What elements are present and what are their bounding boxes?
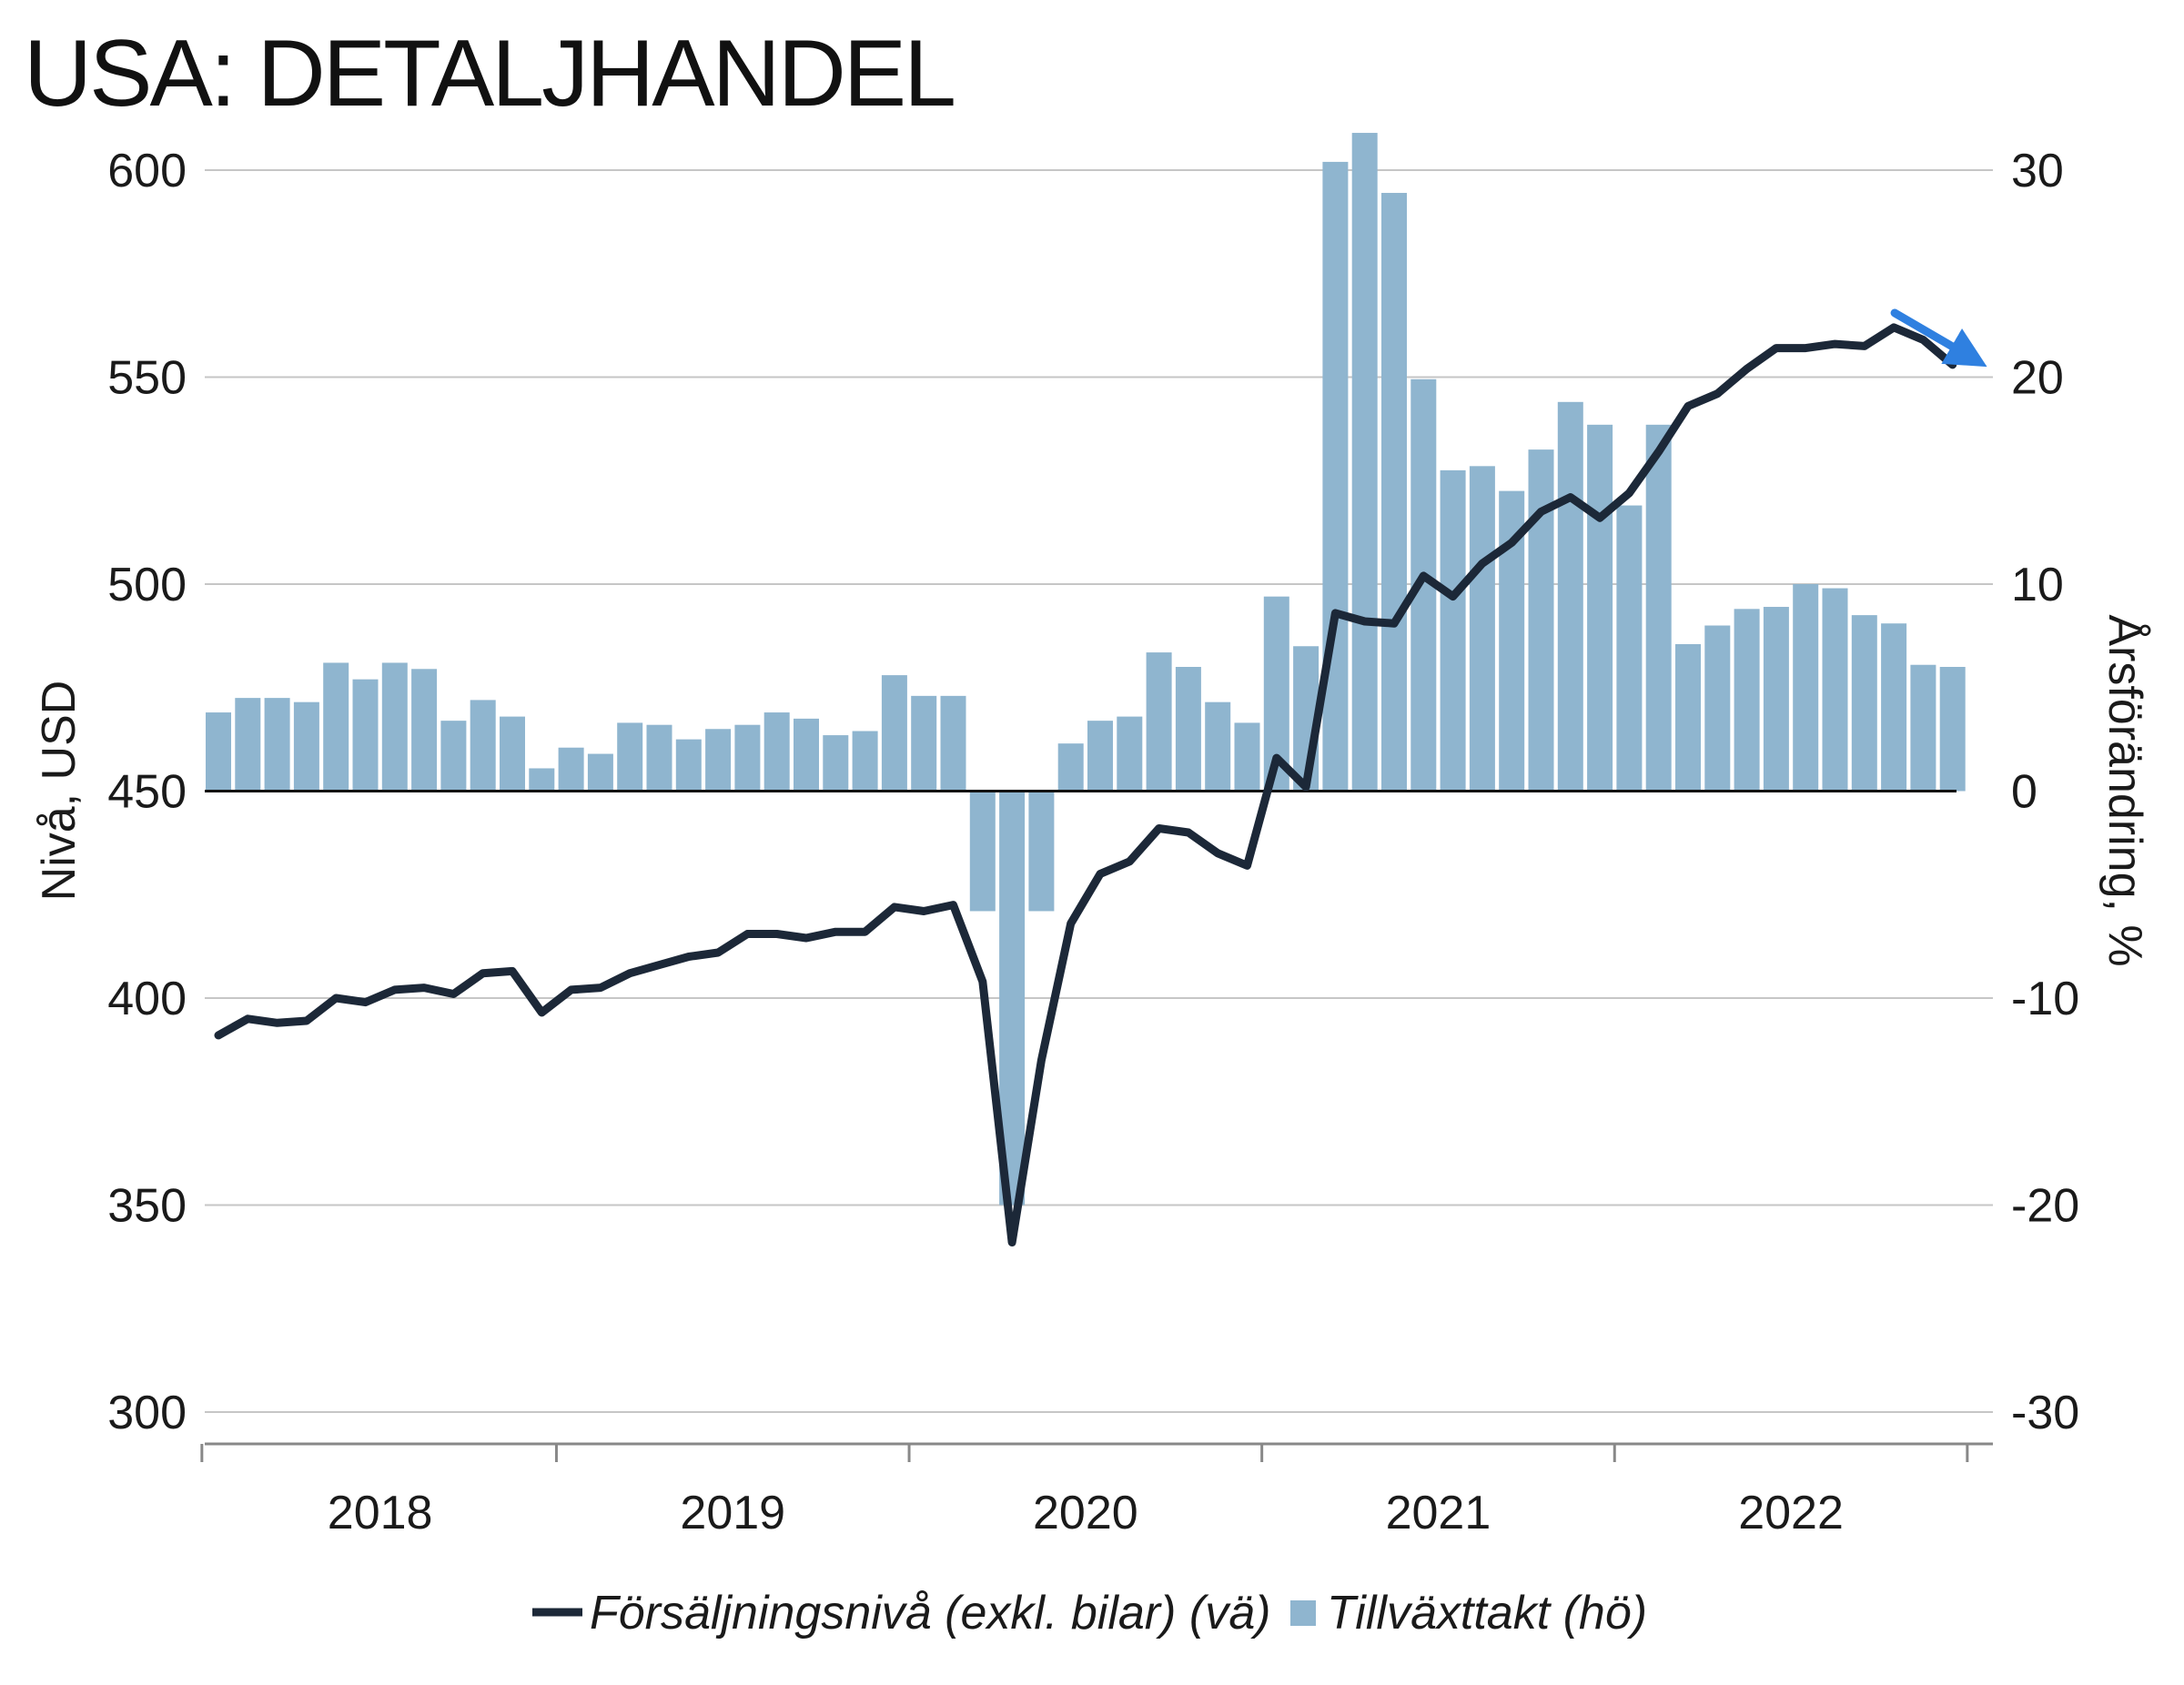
- right-tick-label: -20: [2011, 1180, 2079, 1233]
- growth-bar: [323, 662, 349, 792]
- growth-bar: [1734, 609, 1760, 792]
- right-tick-label: 10: [2011, 559, 2064, 611]
- left-tick-label: 300: [107, 1387, 187, 1439]
- growth-bar: [1881, 623, 1907, 792]
- annotation-layer: [1890, 308, 1987, 368]
- right-tick-label: 30: [2011, 145, 2064, 197]
- growth-bar: [823, 735, 849, 792]
- x-tick-label: 2018: [328, 1487, 433, 1539]
- growth-bar: [1440, 469, 1466, 792]
- growth-bar: [763, 712, 790, 792]
- growth-bar: [734, 724, 761, 792]
- grid-layer: [205, 169, 1993, 1413]
- right-tick-label: -30: [2011, 1387, 2079, 1439]
- growth-bar: [1205, 701, 1231, 792]
- right-tick-label: 20: [2011, 352, 2064, 405]
- left-tick-label: 450: [107, 766, 187, 819]
- right-axis-title: Årsförändring, %: [2098, 614, 2151, 966]
- growth-bar: [1351, 133, 1378, 792]
- growth-bar: [235, 698, 261, 792]
- growth-bar: [1381, 193, 1407, 792]
- growth-bar: [1704, 625, 1731, 792]
- growth-bar: [440, 721, 467, 792]
- growth-bar: [293, 701, 319, 792]
- left-axis-title: Nivå, USD: [33, 681, 86, 902]
- growth-bar: [1322, 161, 1349, 792]
- growth-bar: [1645, 424, 1672, 792]
- line-layer: [214, 323, 1957, 1246]
- axis-layer: 600 550 500 450 400 350 300 30 20 10 0 -10 -20 -30 201…: [107, 145, 2079, 1539]
- growth-bar: [352, 679, 379, 792]
- growth-bar: [617, 722, 643, 792]
- growth-bar: [1146, 652, 1172, 792]
- growth-bar: [969, 791, 996, 912]
- growth-bar: [675, 739, 702, 792]
- growth-bar: [1028, 791, 1055, 912]
- sales-level-line: [214, 323, 1957, 1246]
- growth-bar: [1087, 721, 1113, 792]
- growth-bar: [1939, 667, 1966, 792]
- growth-bar: [1175, 667, 1201, 792]
- growth-bar: [1851, 615, 1877, 792]
- growth-bar: [881, 675, 907, 792]
- growth-bar: [940, 695, 966, 792]
- growth-bar: [1763, 607, 1789, 792]
- chart-title: USA: DETALJHANDEL: [24, 21, 956, 126]
- legend-bar-label: Tillväxttakt (hö): [1327, 1587, 1647, 1640]
- growth-bar: [1675, 643, 1701, 792]
- growth-bar: [1822, 588, 1848, 792]
- growth-bar: [411, 669, 438, 792]
- growth-bar: [587, 753, 613, 792]
- left-tick-label: 400: [107, 973, 187, 1025]
- right-tick-label: 0: [2011, 766, 2037, 819]
- legend-line-label: Försäljningsnivå (exkl. bilar) (vä): [590, 1587, 1270, 1640]
- legend: Försäljningsnivå (exkl. bilar) (vä) Till…: [532, 1587, 1647, 1640]
- growth-bar: [529, 768, 555, 792]
- growth-bar: [264, 698, 290, 792]
- growth-bar: [1234, 722, 1260, 792]
- growth-bar: [470, 700, 496, 792]
- growth-bar: [1469, 466, 1495, 792]
- growth-bar: [852, 731, 878, 792]
- left-tick-label: 500: [107, 559, 187, 611]
- growth-bar: [1616, 505, 1643, 792]
- growth-bar: [1117, 716, 1143, 792]
- growth-bar: [705, 729, 732, 792]
- growth-bar: [911, 695, 937, 792]
- growth-bar: [1057, 743, 1084, 792]
- growth-bar: [794, 718, 819, 792]
- growth-bar: [206, 712, 231, 792]
- right-tick-label: -10: [2011, 973, 2079, 1025]
- growth-bar: [500, 716, 525, 792]
- left-tick-label: 600: [107, 145, 187, 197]
- left-tick-label: 550: [107, 352, 187, 405]
- growth-bar: [1793, 584, 1819, 792]
- growth-bar: [1528, 449, 1554, 792]
- growth-bar: [1910, 664, 1936, 792]
- x-tick-label: 2019: [680, 1487, 785, 1539]
- growth-bar: [381, 662, 408, 792]
- growth-bar: [1587, 424, 1613, 792]
- x-tick-label: 2022: [1738, 1487, 1844, 1539]
- growth-bar: [558, 747, 584, 792]
- left-tick-label: 350: [107, 1180, 187, 1233]
- legend-bar-swatch: [1290, 1600, 1316, 1626]
- x-tick-label: 2020: [1033, 1487, 1138, 1539]
- x-tick-label: 2021: [1386, 1487, 1491, 1539]
- bars-layer: [206, 133, 1966, 1206]
- growth-bar: [1557, 401, 1583, 792]
- growth-bar: [646, 724, 672, 792]
- down-right-arrow-icon: [1890, 308, 1987, 368]
